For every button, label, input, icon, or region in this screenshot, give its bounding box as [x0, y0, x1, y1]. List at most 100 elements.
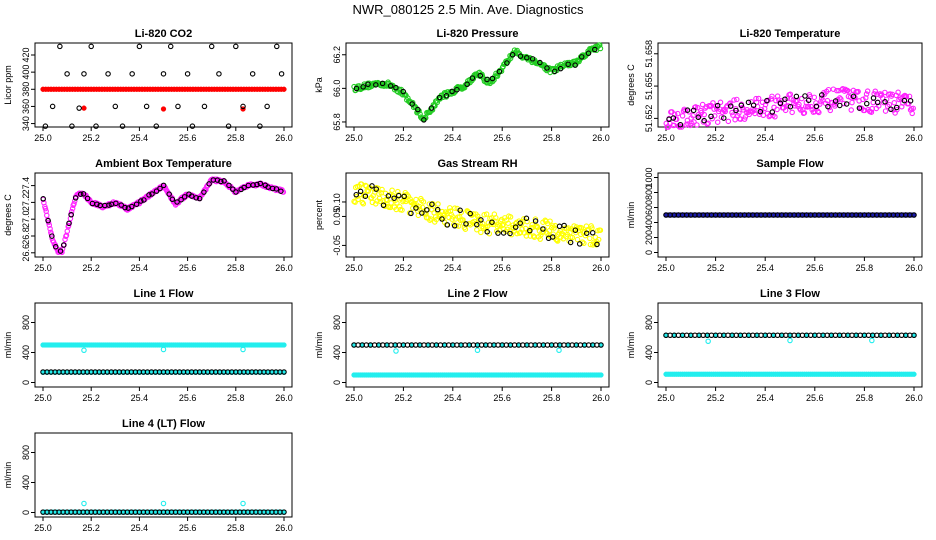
panel-title: Line 4 (LT) Flow	[122, 418, 205, 430]
data-point-rh-avg	[380, 202, 387, 208]
x-tick-label: 25.6	[806, 393, 824, 403]
data-point-line-2-cyan-low	[598, 372, 604, 378]
panel-boxtemp: Ambient Box Temperature 25.0 25.2 25.4 25.6 2…	[3, 158, 293, 273]
y-tick-label: 26.8	[21, 227, 31, 245]
data-point-box-temp-avg	[278, 188, 284, 194]
data-point-pressure-avg	[393, 84, 399, 91]
x-tick-label: 26.0	[905, 133, 923, 143]
data-point-temp-avg	[764, 97, 770, 104]
y-tick-label: 800	[21, 315, 31, 330]
data-point-rh-25-min	[360, 200, 367, 207]
data-point-co2-average	[281, 86, 287, 92]
y-axis-label: Licor ppm	[3, 65, 13, 105]
x-tick-label: 25.8	[543, 133, 561, 143]
data-point-co2-raw	[143, 103, 150, 110]
data-point-box-temp-25-min	[50, 239, 57, 245]
x-tick-label: 25.0	[34, 133, 52, 143]
data-point-rh-avg	[478, 217, 484, 223]
data-point-temp-25-min	[707, 103, 713, 110]
data-point-rh-avg	[583, 230, 590, 236]
data-point-rh-25-min	[355, 196, 361, 203]
data-point-pressure-avg	[415, 106, 421, 113]
data-point-rh-25-min	[359, 199, 366, 206]
data-point-line-1-avg	[281, 369, 287, 375]
data-point-co2-raw	[257, 123, 263, 129]
data-point-rh-25-min	[578, 225, 585, 231]
panel-line2: Line 2 Flow 25.0 25.2 25.4 25.6 25.8 26.0 0 400 8…	[314, 288, 610, 403]
data-point-pressure-25-min	[450, 89, 456, 95]
data-point-temp-25-min	[701, 111, 708, 118]
x-tick-label: 25.6	[493, 393, 511, 403]
data-point-pressure-avg	[443, 92, 450, 99]
data-point-pressure-avg	[529, 56, 536, 62]
data-point-rh-avg	[594, 241, 600, 248]
data-point-rh-25-min	[372, 201, 379, 207]
x-tick-label: 25.2	[82, 263, 100, 273]
y-tick-label: 0	[644, 380, 654, 385]
plot-area	[663, 85, 916, 130]
data-point-rh-25-min	[452, 205, 458, 211]
data-point-pressure-avg	[387, 83, 394, 89]
x-tick-label: 25.4	[131, 393, 149, 403]
data-point-rh-25-min	[470, 211, 477, 217]
data-point-box-temp-avg	[66, 220, 72, 227]
x-tick-label: 25.2	[82, 393, 100, 403]
panel-title: Line 1 Flow	[134, 288, 194, 300]
data-point-temp-25-min	[691, 119, 697, 125]
data-point-temp-25-min	[882, 108, 889, 114]
data-point-co2-raw	[184, 71, 191, 77]
y-axis-label: ml/min	[314, 332, 324, 359]
y-tick-label: 65.8	[332, 113, 342, 131]
data-point-temp-avg	[708, 113, 714, 120]
data-point-pressure-avg	[379, 80, 386, 87]
x-tick-label: 25.2	[707, 133, 725, 143]
data-point-rh-25-min	[399, 207, 405, 213]
data-point-temp-25-min	[730, 112, 736, 118]
y-tick-label: 800	[644, 315, 654, 330]
data-point-line-1-cyan-dip	[240, 346, 246, 353]
x-tick-label: 26.0	[592, 393, 610, 403]
data-point-rh-avg	[507, 230, 513, 237]
data-point-co2-raw	[88, 43, 94, 50]
data-point-box-temp-avg	[57, 248, 64, 254]
panel-title: Line 3 Flow	[760, 288, 820, 300]
data-point-temp-avg	[714, 102, 721, 109]
data-point-temp-avg	[738, 102, 745, 109]
y-tick-label: 27.4	[21, 177, 31, 195]
data-point-pressure-avg	[537, 59, 543, 66]
data-point-line-2-cyan-dip	[556, 347, 562, 353]
data-point-rh-25-min	[435, 201, 441, 207]
plot-frame	[345, 302, 610, 388]
data-point-box-temp-avg	[174, 199, 180, 205]
data-point-temp-avg	[893, 104, 900, 111]
data-point-box-temp-avg	[94, 201, 100, 208]
x-tick-label: 25.0	[657, 133, 675, 143]
x-tick-label: 25.8	[856, 393, 874, 403]
data-point-box-temp-avg	[206, 181, 212, 187]
plot-frame	[345, 42, 610, 128]
data-point-rh-avg	[495, 230, 501, 236]
data-point-line-3-cyan-low	[911, 371, 917, 377]
data-point-rh-25-min	[379, 186, 385, 193]
data-point-rh-avg	[589, 230, 596, 236]
y-tick-label: 400	[21, 65, 31, 80]
data-point-rh-avg	[369, 183, 375, 189]
data-point-temp-25-min	[863, 91, 870, 97]
data-point-rh-avg	[385, 193, 392, 199]
x-tick-label: 25.4	[756, 263, 774, 273]
y-axis-label: ml/min	[3, 332, 13, 359]
data-point-rh-avg	[353, 191, 360, 198]
data-point-box-temp-avg	[45, 217, 51, 224]
data-point-box-temp-avg	[241, 184, 247, 191]
data-point-pressure-avg	[557, 65, 564, 72]
data-point-rh-25-min	[428, 216, 434, 222]
data-point-pressure-avg	[454, 86, 460, 93]
data-point-co2-raw	[249, 71, 256, 77]
data-point-temp-avg	[787, 103, 794, 110]
data-point-line-3-cyan-dip	[705, 338, 711, 344]
data-point-co2-raw	[208, 43, 215, 50]
data-point-temp-25-min	[710, 100, 716, 106]
plot-frame	[34, 172, 293, 258]
data-point-temp-avg	[670, 115, 677, 121]
data-point-temp-avg	[805, 97, 812, 104]
